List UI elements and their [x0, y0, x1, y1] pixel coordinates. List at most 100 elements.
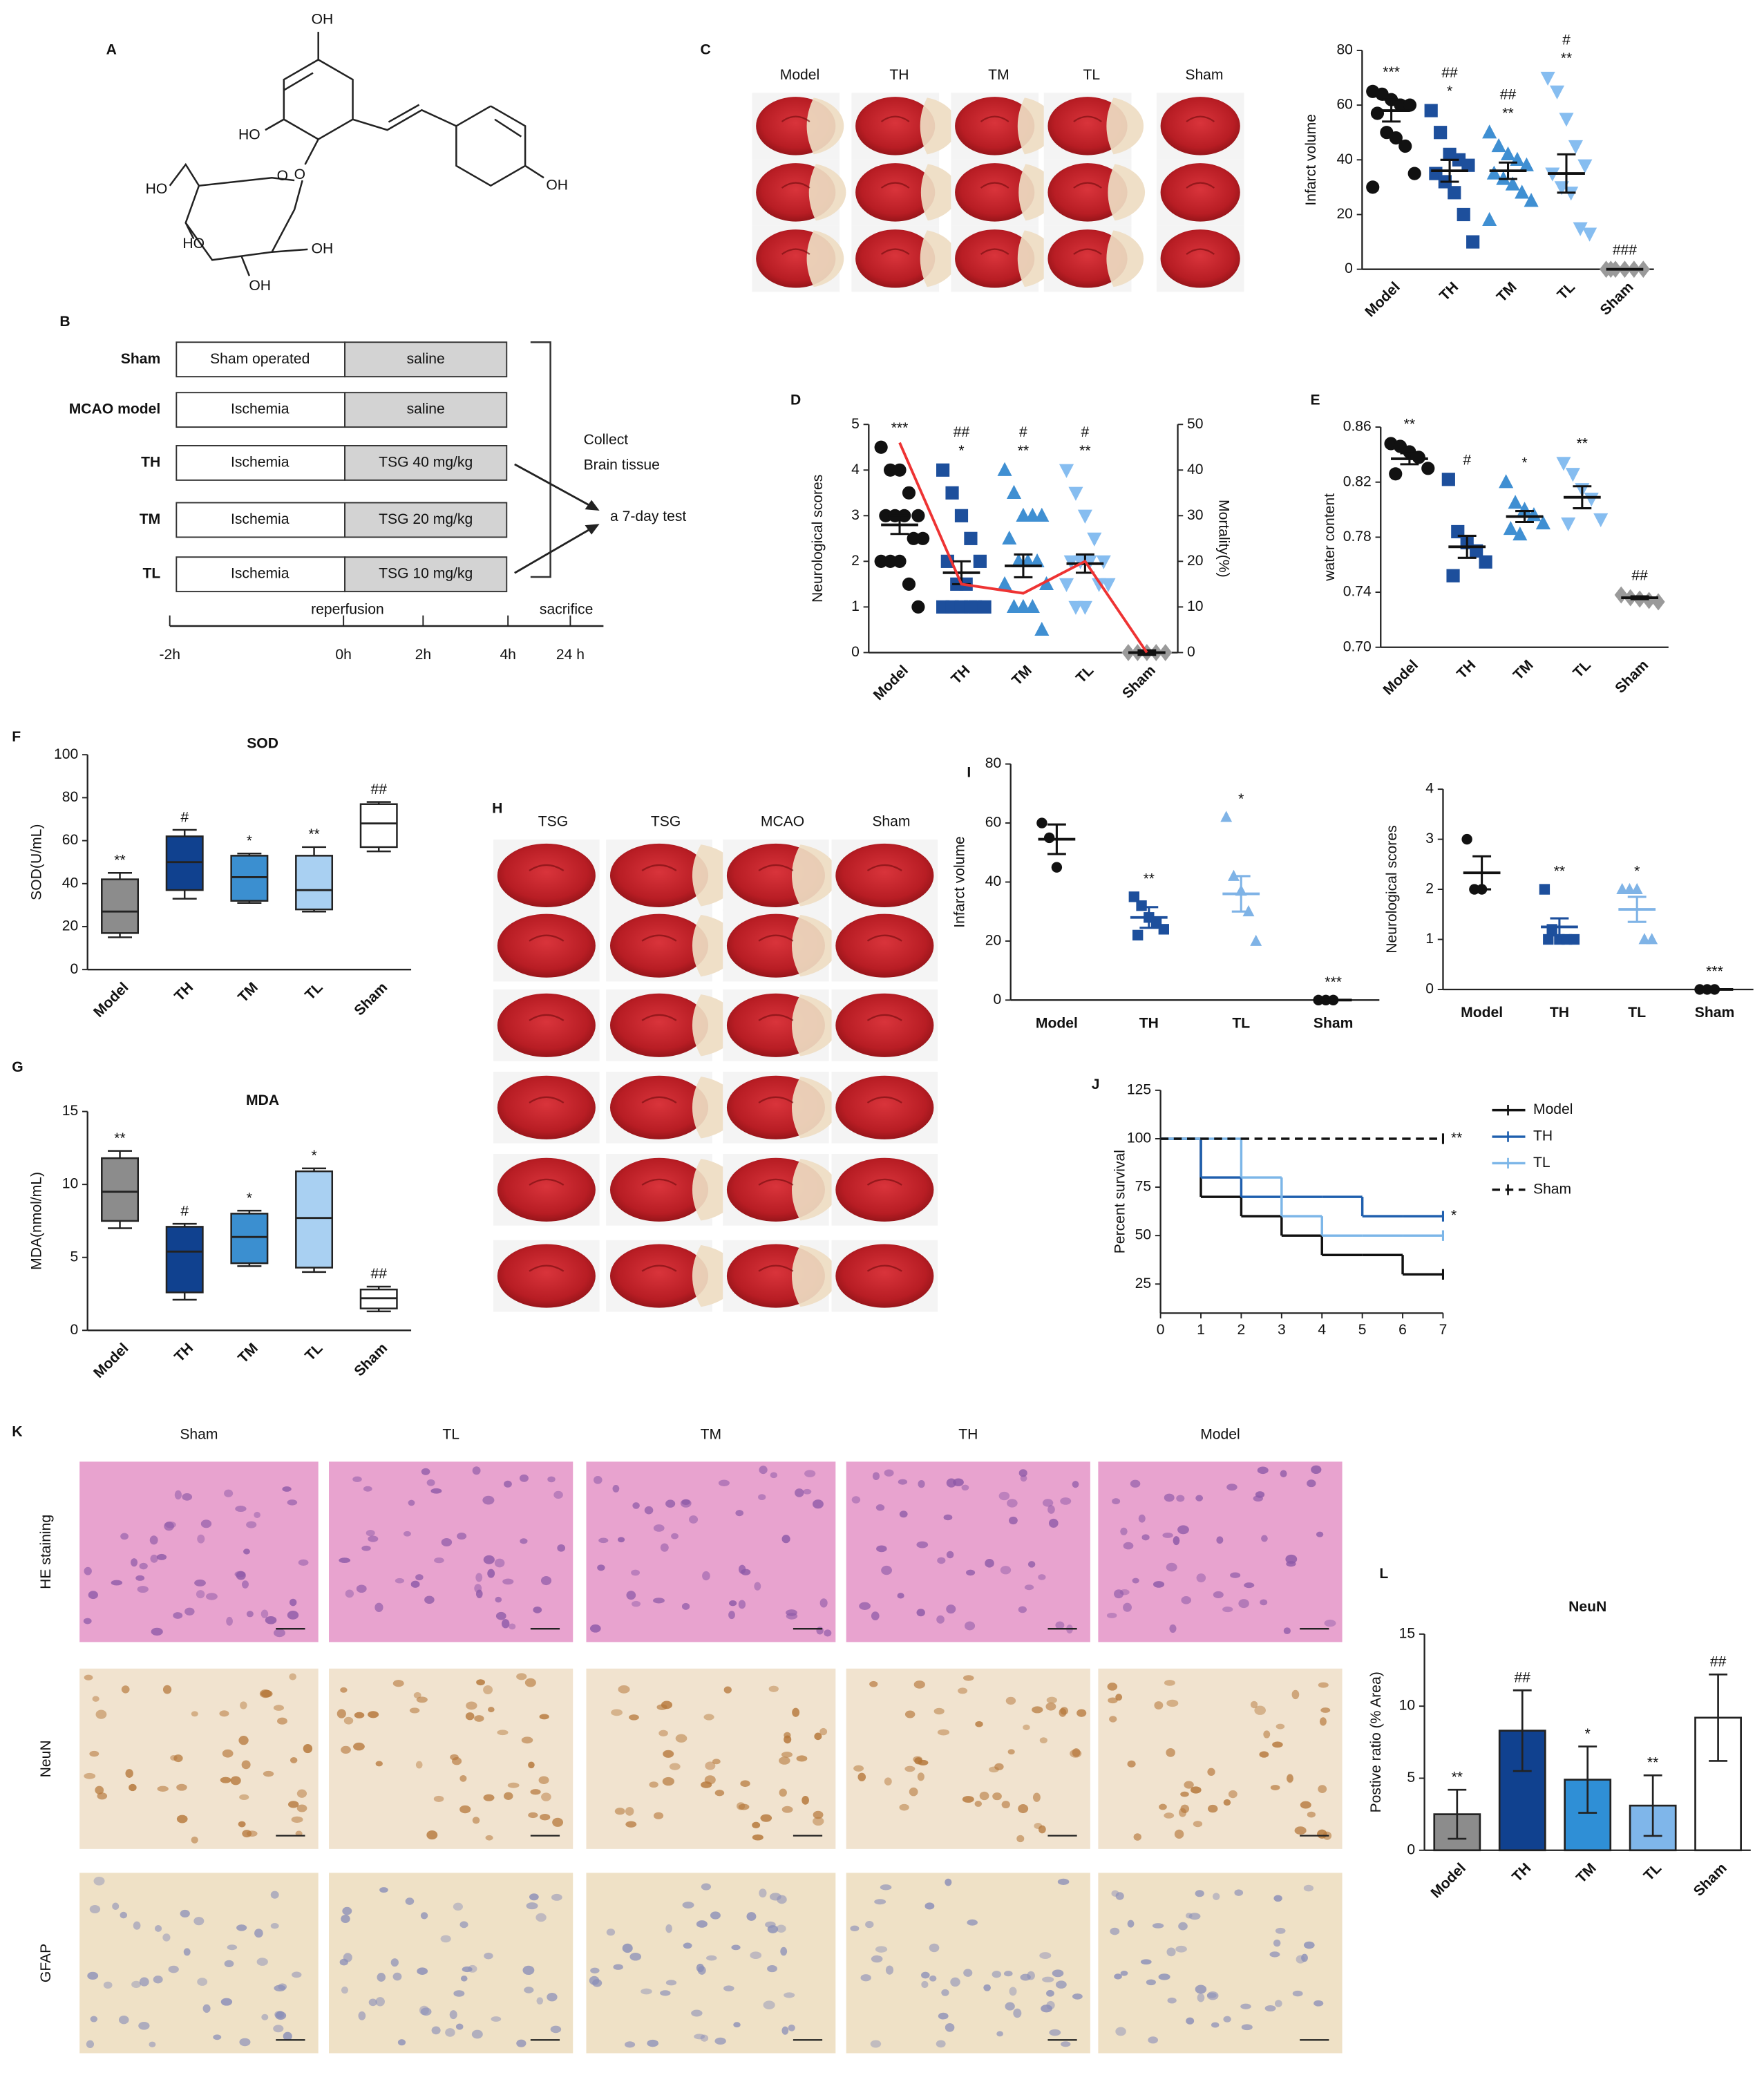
cell [1269, 1951, 1280, 1958]
cell [93, 1876, 105, 1886]
cell [84, 1674, 93, 1680]
cell [183, 1948, 191, 1956]
ventricle [866, 1014, 902, 1021]
cell [784, 1992, 795, 1998]
cell [535, 1913, 547, 1922]
significance: ** [1451, 1130, 1462, 1146]
tick-label: 0 [70, 1322, 79, 1338]
treatment-box [344, 556, 508, 593]
point [1505, 176, 1520, 191]
cell [641, 1988, 652, 1995]
cell [1223, 1799, 1231, 1806]
cell [1263, 1730, 1271, 1739]
point [1631, 882, 1643, 894]
point [1582, 227, 1597, 242]
cell [1287, 1774, 1293, 1783]
cell [804, 1470, 816, 1477]
ventricle [758, 1178, 794, 1186]
cell [1032, 1792, 1041, 1802]
cell [1167, 1997, 1177, 2004]
cell [474, 1715, 484, 1722]
ventricle [641, 1178, 677, 1186]
cell [740, 1780, 750, 1788]
cell [613, 1964, 623, 1970]
procedure: Sham operated [210, 351, 310, 367]
bond [265, 118, 285, 131]
infarct-region [792, 844, 838, 907]
point [879, 509, 893, 522]
cell [813, 1810, 824, 1819]
cell [92, 1696, 99, 1702]
cell [540, 1575, 552, 1586]
bond [283, 72, 314, 91]
cell [368, 1998, 377, 2007]
cell [857, 1772, 866, 1781]
tick-label: 10 [1399, 1698, 1415, 1714]
cell [180, 1909, 190, 1917]
panel-label: B [59, 314, 70, 330]
cell [985, 1558, 994, 1568]
point [1565, 468, 1580, 482]
cell [352, 1476, 362, 1482]
cell [445, 2028, 455, 2037]
ventricle [758, 1264, 794, 1272]
cell [273, 2025, 284, 2033]
micrograph [79, 1461, 319, 1642]
point [874, 440, 888, 454]
significance: # [1463, 452, 1471, 468]
cell [149, 1535, 158, 1545]
cell [524, 1987, 534, 1993]
point [1407, 167, 1421, 180]
cell [975, 1721, 983, 1727]
cell [593, 1476, 603, 1484]
ventricle [781, 182, 810, 189]
cell [173, 1754, 183, 1763]
cell [752, 1821, 761, 1829]
significance: # [180, 1203, 189, 1219]
significance: ** [114, 1130, 125, 1146]
bond [304, 138, 319, 165]
cell [1108, 1697, 1118, 1704]
cell [660, 1990, 671, 1996]
infarct-region [792, 994, 838, 1057]
cell [246, 1611, 254, 1618]
ventricle [880, 115, 910, 122]
row-label: GFAP [38, 1944, 54, 1982]
cell [1154, 1701, 1164, 1709]
infarct-region [806, 97, 844, 155]
cell [118, 2015, 129, 2025]
cell [139, 1562, 148, 1570]
treatment: saline [407, 351, 445, 367]
cell [1179, 1808, 1187, 1817]
cell [662, 1777, 674, 1786]
cell [916, 1609, 925, 1617]
tick-label: 6 [1398, 1322, 1407, 1338]
bond [388, 104, 420, 123]
cell [1275, 1927, 1286, 1934]
cell [669, 1763, 681, 1770]
cell [1077, 1709, 1087, 1717]
structure-label: HO [146, 181, 168, 197]
micrograph [1098, 1873, 1343, 2054]
cell [961, 1484, 969, 1491]
axis-title: Infarct volume [1303, 114, 1319, 206]
cell [1039, 1952, 1052, 1959]
cell [483, 1685, 493, 1695]
tick-label: 60 [1336, 97, 1352, 113]
cell [824, 1629, 832, 1637]
legend-label: TL [1533, 1155, 1550, 1171]
cell [84, 1772, 96, 1779]
procedure: Ischemia [231, 454, 290, 470]
axis-title: MDA(nmol/mL) [28, 1172, 44, 1270]
tick-label: 0 [70, 961, 79, 977]
point [1561, 517, 1576, 532]
significance: ** [308, 826, 319, 842]
arrow [514, 463, 598, 511]
cell [441, 1538, 453, 1547]
cell [89, 1750, 99, 1757]
tick-label: 20 [62, 918, 78, 934]
cell [661, 1701, 673, 1709]
point [902, 577, 916, 591]
tick-label: 15 [62, 1103, 78, 1119]
ventricle [1186, 182, 1215, 189]
